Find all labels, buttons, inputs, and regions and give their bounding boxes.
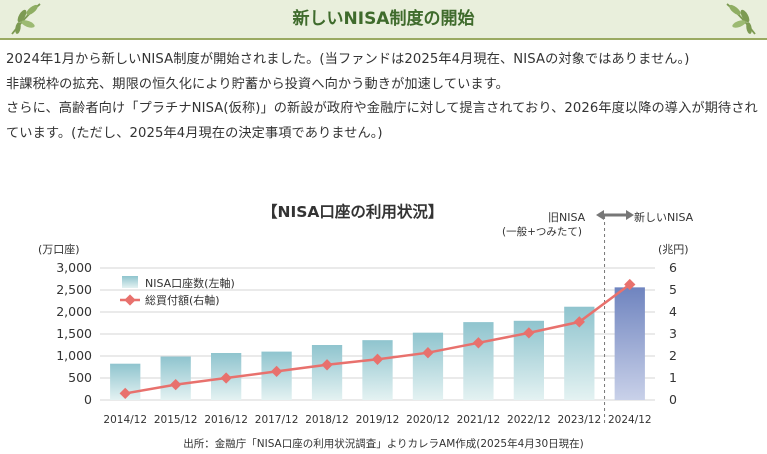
- leaf-icon: [726, 3, 756, 35]
- x-tick-label: 2024/12: [608, 414, 652, 426]
- legend-marker: [124, 294, 136, 306]
- x-tick-label: 2021/12: [457, 414, 501, 426]
- y-right-tick-label: 5: [669, 282, 677, 297]
- old-nisa-label: 旧NISA: [548, 211, 586, 224]
- paragraph: 非課税枠の拡充、期限の恒久化により貯蓄から投資へ向かう動きが加速しています。: [6, 76, 509, 92]
- y-left-tick-label: 3,000: [56, 260, 92, 275]
- line-point: [624, 278, 636, 291]
- line-point: [321, 359, 333, 371]
- y-right-tick-label: 6: [669, 260, 677, 275]
- x-tick-label: 2018/12: [305, 414, 349, 426]
- arrow-head: [626, 210, 634, 220]
- paragraph: 2024年1月から新しいNISA制度が開始されました。(当ファンドは2025年4…: [6, 52, 690, 67]
- header-bar: [0, 0, 767, 38]
- bar: [412, 332, 444, 400]
- y-right-tick-label: 2: [669, 348, 677, 363]
- x-tick-label: 2023/12: [558, 414, 602, 426]
- line-series: [119, 278, 636, 400]
- chart-title: 【NISA口座の利用状況】: [262, 203, 444, 221]
- y-left-tick-label: 500: [68, 370, 92, 385]
- page-title: 新しいNISA制度の開始: [292, 9, 475, 29]
- axes: 3,000 2,500 2,000 1,500 1,000 500 0 6 5 4 3 2 1 0 2014…: [56, 260, 677, 426]
- arrow-head: [596, 210, 604, 220]
- bar-series: [110, 287, 645, 400]
- x-tick-label: 2014/12: [103, 414, 147, 426]
- x-tick-label: 2016/12: [204, 414, 248, 426]
- y-left-tick-label: 2,000: [56, 304, 92, 319]
- y-left-tick-label: 2,500: [56, 282, 92, 297]
- y-right-tick-label: 0: [669, 392, 677, 407]
- line-point: [220, 372, 232, 384]
- new-nisa-label: 新しいNISA: [634, 211, 694, 224]
- paragraph: さらに、高齢者向け「プラチナNISA(仮称)」の新設が政府や金融庁に対して提言さ…: [6, 101, 758, 141]
- y-right-tick-label: 3: [669, 326, 677, 341]
- header-divider: [0, 38, 767, 40]
- y-left-tick-label: 1,500: [56, 326, 92, 341]
- leaf-icon: [11, 3, 41, 35]
- bar: [311, 345, 343, 400]
- legend-label-line: 総買付額(右軸): [145, 293, 220, 307]
- period-divider: [596, 210, 634, 426]
- y-right-tick-label: 4: [669, 304, 677, 319]
- line-point: [523, 327, 535, 339]
- x-tick-label: 2019/12: [356, 414, 400, 426]
- line-point: [170, 378, 182, 391]
- x-tick-label: 2020/12: [406, 414, 450, 426]
- source-note: 出所：金融庁「NISA口座の利用状況調査」よりカレラAM作成(2025年4月30…: [183, 438, 584, 450]
- y-right-tick-label: 1: [669, 370, 677, 385]
- description-text: 2024年1月から新しいNISA制度が開始されました。(当ファンドは2025年4…: [6, 48, 766, 146]
- bar: [614, 287, 645, 400]
- line-point: [472, 337, 485, 349]
- line-point: [573, 316, 585, 328]
- legend-swatch-bar: [122, 276, 138, 288]
- bar: [463, 322, 494, 400]
- line-point: [422, 347, 434, 359]
- y-left-unit: (万口座): [38, 243, 80, 256]
- x-tick-label: 2017/12: [255, 414, 299, 426]
- line-point: [270, 365, 283, 378]
- y-left-tick-label: 1,000: [56, 348, 92, 363]
- x-tick-label: 2015/12: [154, 414, 198, 426]
- legend-label-bar: NISA口座数(左軸): [145, 276, 235, 290]
- old-nisa-sub-label: (一般+つみたて): [502, 226, 582, 238]
- y-left-tick-label: 0: [84, 392, 92, 407]
- x-tick-label: 2022/12: [507, 414, 551, 426]
- y-right-unit: (兆円): [658, 243, 689, 256]
- line-point: [371, 353, 384, 365]
- legend: NISA口座数(左軸) 総買付額(右軸): [120, 276, 235, 307]
- bar: [362, 340, 393, 400]
- bar: [160, 356, 191, 400]
